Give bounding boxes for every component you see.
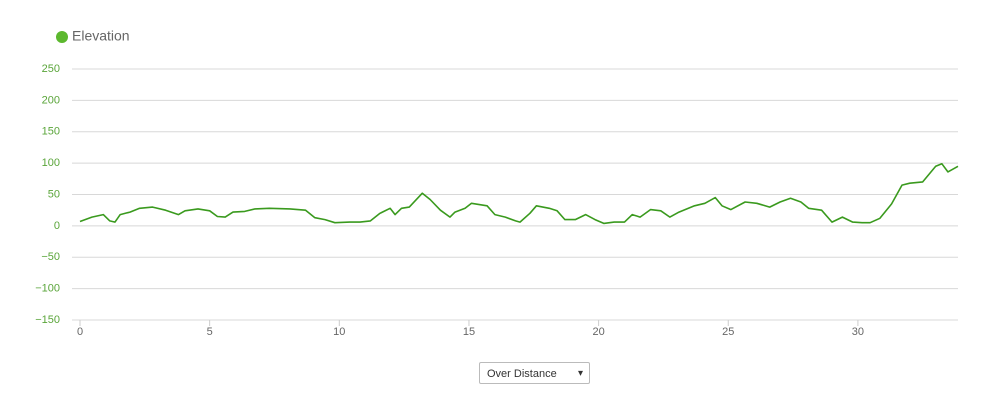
y-tick-label: −150 xyxy=(35,314,60,326)
y-tick-label: −100 xyxy=(35,283,60,295)
y-tick-label: 100 xyxy=(42,157,60,169)
legend-marker xyxy=(56,31,68,43)
dropdown[interactable]: Over Distance xyxy=(479,362,590,385)
x-tick-label: 15 xyxy=(463,326,475,338)
y-tick-label: 0 xyxy=(54,220,60,232)
y-tick-label: 150 xyxy=(42,126,60,138)
y-tick-label: −50 xyxy=(41,251,60,263)
x-tick-label: 20 xyxy=(592,326,604,338)
x-tick-label: 30 xyxy=(852,326,864,338)
y-tick-label: 250 xyxy=(42,63,60,75)
y-tick-label: 50 xyxy=(48,188,60,200)
y-tick-label: 200 xyxy=(42,94,60,106)
line xyxy=(79,163,959,225)
x-tick-label: 10 xyxy=(333,326,345,338)
x-tick-label: 0 xyxy=(77,326,83,338)
x-tick-label: 25 xyxy=(722,326,734,338)
x-tick-label: 5 xyxy=(207,326,213,338)
legend-label: Elevation xyxy=(72,28,130,44)
